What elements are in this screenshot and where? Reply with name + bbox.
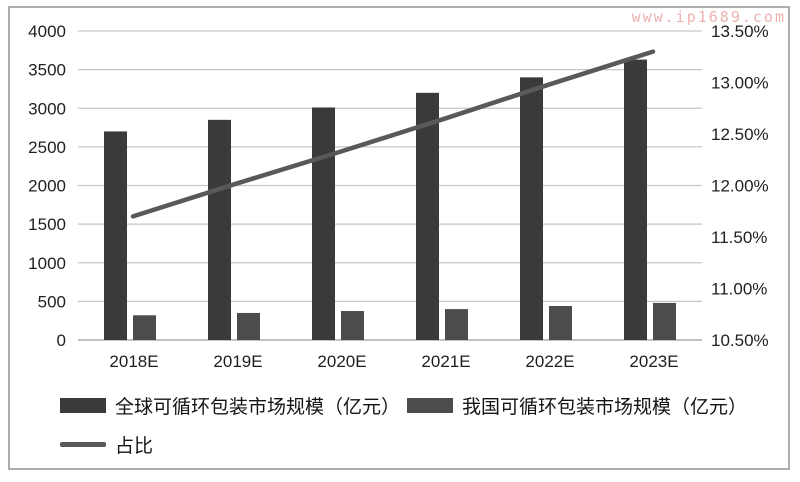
left-axis-tick: 0 [57, 331, 66, 350]
x-axis-label: 2023E [629, 352, 678, 371]
left-axis-tick: 3500 [28, 61, 66, 80]
bar-global-2022E [520, 77, 543, 340]
x-axis-label: 2021E [421, 352, 470, 371]
legend-row-line: 占比 [60, 431, 760, 458]
ratio-line [130, 49, 656, 219]
bar-china-2019E [237, 312, 260, 340]
bar-global-2018E [104, 131, 127, 340]
legend-label-global: 全球可循环包装市场规模（亿元） [115, 397, 401, 418]
left-axis-tick: 2000 [28, 177, 66, 196]
bar-china-2021E [445, 309, 468, 340]
x-axis-label: 2018E [109, 352, 158, 371]
legend-row-bars: 全球可循环包装市场规模（亿元） 我国可循环包装市场规模（亿元） [60, 392, 760, 419]
right-axis-tick: 12.50% [711, 125, 769, 144]
right-axis-tick: 12.00% [711, 177, 769, 196]
bar-global-2020E [312, 107, 335, 340]
x-axis-label: 2020E [317, 352, 366, 371]
bar-global-2021E [416, 92, 439, 340]
legend: 全球可循环包装市场规模（亿元） 我国可循环包装市场规模（亿元） 占比 [60, 392, 760, 470]
right-axis-tick: 13.50% [711, 22, 769, 41]
left-axis-tick: 500 [38, 292, 66, 311]
right-axis-tick: 13.00% [711, 74, 769, 93]
legend-swatch-ratio-line [60, 442, 106, 447]
bar-china-2023E [653, 302, 676, 340]
watermark: www.ip1689.com [631, 8, 786, 26]
legend-label-ratio: 占比 [115, 436, 154, 457]
x-axis-label: 2019E [213, 352, 262, 371]
bar-global-2023E [624, 59, 647, 341]
legend-label-china: 我国可循环包装市场规模（亿元） [462, 397, 748, 418]
figure-border [8, 6, 790, 470]
right-axis-tick: 10.50% [711, 331, 769, 350]
left-axis-tick: 2500 [28, 138, 66, 157]
left-axis-tick: 4000 [28, 22, 66, 41]
legend-swatch-china-bar [407, 398, 454, 413]
bar-china-2022E [549, 306, 572, 340]
bar-global-2019E [208, 119, 231, 341]
legend-swatch-global-bar [60, 398, 106, 413]
right-axis-tick: 11.00% [711, 280, 767, 299]
bar-china-2018E [133, 315, 156, 340]
left-axis-tick: 1000 [28, 254, 66, 273]
right-axis-tick: 11.50% [711, 228, 767, 247]
left-axis-tick: 1500 [28, 215, 66, 234]
x-axis-label: 2022E [525, 352, 574, 371]
left-axis-tick: 3000 [28, 99, 66, 118]
bar-china-2020E [341, 311, 364, 340]
